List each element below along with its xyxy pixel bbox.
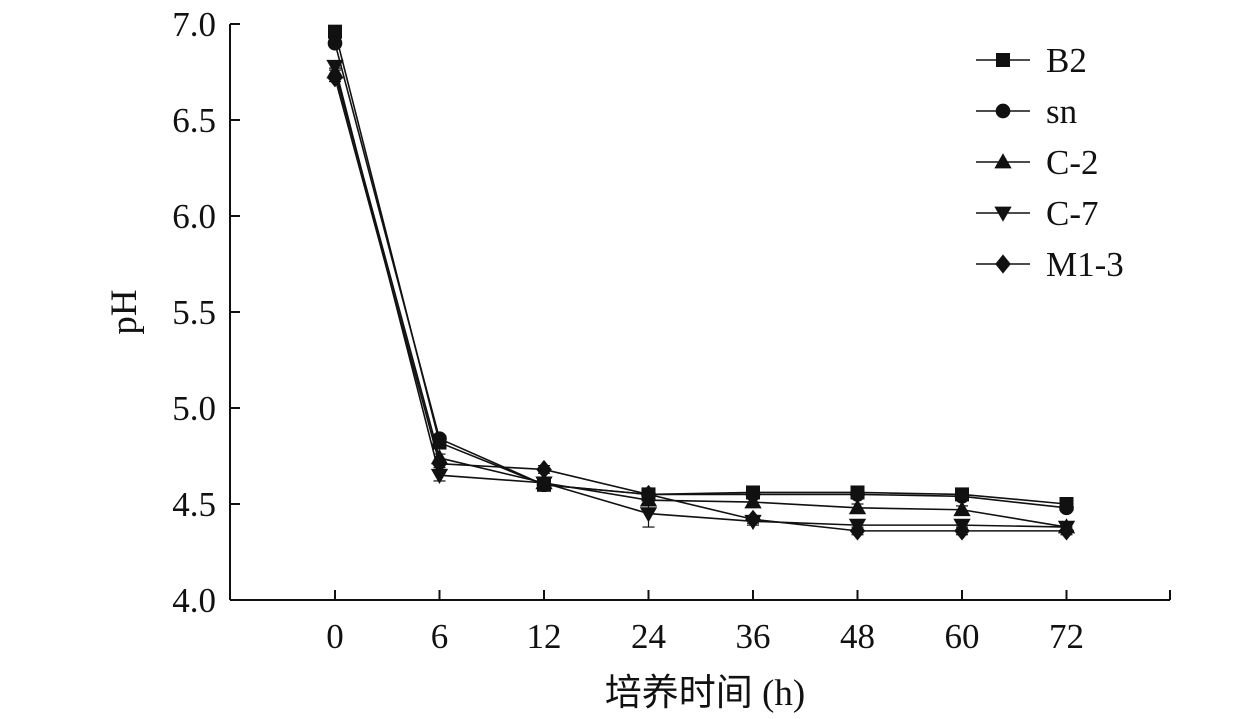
- legend-label: M1-3: [1046, 245, 1124, 284]
- legend-marker: [995, 103, 1011, 119]
- data-point: [326, 59, 344, 76]
- data-point: [1058, 521, 1075, 541]
- legend: B2 sn C-2 C-7 M1-3: [976, 41, 1124, 284]
- data-point: [640, 484, 657, 504]
- data-point: [953, 500, 971, 517]
- series-line-b2: [334, 31, 1067, 505]
- data-point: [849, 521, 866, 541]
- series-line-sn: [334, 42, 1067, 509]
- y-tick-label: 6.5: [172, 101, 216, 140]
- x-tick-label: 12: [527, 617, 562, 656]
- x-tick-label: 6: [431, 617, 449, 656]
- y-tick-label: 6.0: [172, 197, 216, 236]
- data-point: [1059, 500, 1074, 516]
- axes: 4.0 4.5 5.0 5.5 6.0 6.5 7.0 0 6 12 24 36 48 60 72: [172, 5, 1171, 656]
- data-point: [431, 454, 448, 474]
- legend-entry-c-2: C-2: [976, 143, 1099, 182]
- legend-marker: [994, 206, 1012, 222]
- data-point: [327, 68, 343, 88]
- x-tick-label: 60: [945, 617, 980, 656]
- x-tick-label: 0: [326, 617, 344, 656]
- legend-entry-sn: sn: [976, 92, 1077, 131]
- legend-label: C-2: [1046, 143, 1099, 182]
- x-tick-label: 36: [736, 617, 771, 656]
- y-axis-title: pH: [104, 289, 145, 334]
- y-tick-label: 4.0: [172, 581, 216, 620]
- y-tick-label: 4.5: [172, 485, 216, 524]
- data-point: [744, 493, 762, 509]
- series-line-c-7: [334, 66, 1067, 528]
- x-tick-label: 24: [631, 617, 666, 656]
- data-point: [639, 507, 658, 523]
- x-tick-label: 48: [840, 617, 875, 656]
- x-axis-title: 培养时间 (h): [605, 672, 805, 714]
- legend-marker: [994, 153, 1012, 169]
- data-point: [954, 521, 970, 541]
- legend-label: C-7: [1046, 194, 1099, 233]
- x-tick-label: 72: [1049, 617, 1084, 656]
- legend-entry-b2: B2: [976, 41, 1087, 80]
- y-tick-label: 5.5: [172, 293, 216, 332]
- data-point: [536, 459, 552, 480]
- series-m1-3: [327, 68, 1075, 541]
- data-point: [848, 499, 867, 515]
- series-line-m1-3: [334, 77, 1067, 532]
- legend-label: B2: [1046, 41, 1087, 80]
- legend-entry-m1-3: M1-3: [976, 245, 1124, 284]
- series-line-c-2: [334, 71, 1067, 528]
- series-layer: [326, 24, 1076, 541]
- legend-marker: [996, 53, 1010, 67]
- y-tick-label: 7.0: [172, 5, 216, 44]
- legend-label: sn: [1046, 92, 1077, 131]
- legend-entry-c-7: C-7: [976, 194, 1099, 233]
- y-tick-label: 5.0: [172, 389, 216, 428]
- data-point: [327, 35, 343, 51]
- data-point: [745, 509, 761, 529]
- series-sn: [327, 35, 1074, 516]
- legend-marker: [995, 254, 1011, 274]
